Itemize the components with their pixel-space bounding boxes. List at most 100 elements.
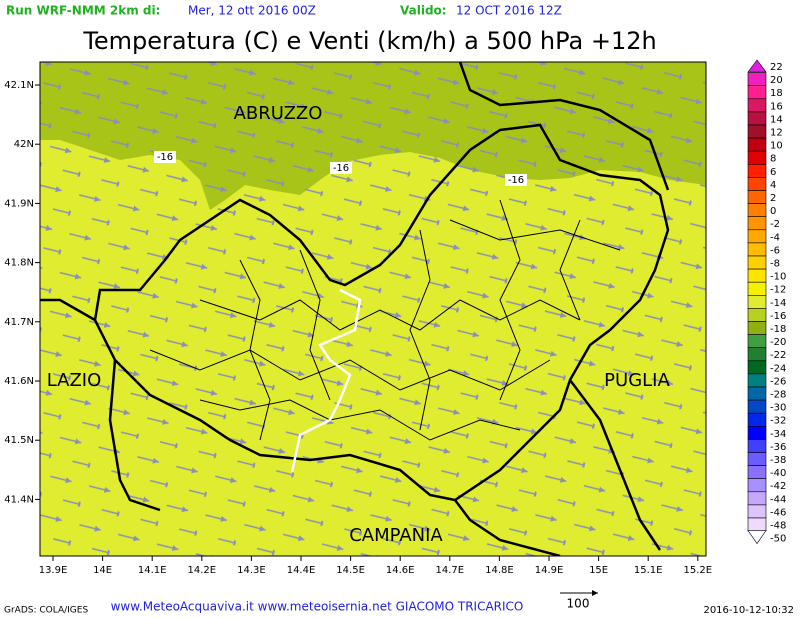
colorbar-box xyxy=(747,203,767,218)
colorbar-box xyxy=(747,321,767,335)
region-label: CAMPANIA xyxy=(349,525,443,546)
colorbar-box xyxy=(747,504,767,519)
colorbar-label: -50 xyxy=(770,534,786,545)
colorbar-label: -18 xyxy=(770,324,786,335)
colorbar-box xyxy=(747,412,767,427)
colorbar-box xyxy=(747,72,767,86)
colorbar-box xyxy=(747,360,767,375)
colorbar-box xyxy=(747,124,767,139)
x-tick-label: 15.1E xyxy=(634,565,663,576)
region-label: ABRUZZO xyxy=(234,103,323,124)
colorbar-label: -34 xyxy=(770,429,786,440)
colorbar-box xyxy=(747,150,767,165)
x-tick-label: 14.7E xyxy=(436,565,465,576)
x-tick-label: 14.5E xyxy=(336,565,365,576)
colorbar-box xyxy=(747,347,767,362)
contour-label: -16 xyxy=(157,152,173,163)
contour-label: -16 xyxy=(333,163,349,174)
valid-date: 12 OCT 2016 12Z xyxy=(456,4,562,18)
colorbar-label: -12 xyxy=(770,285,786,296)
colorbar-box xyxy=(747,190,767,204)
x-tick-label: 14.3E xyxy=(237,565,266,576)
region-label: LAZIO xyxy=(47,370,102,391)
sites: www.MeteoAcquaviva.it www.meteoisernia.n… xyxy=(111,600,524,614)
colorbar-label: -22 xyxy=(770,350,786,361)
colorbar-label: -36 xyxy=(770,442,786,453)
colorbar-box xyxy=(747,85,767,100)
colorbar-box xyxy=(747,478,767,493)
credit: GrADS: COLA/IGES xyxy=(4,606,88,616)
colorbar-label: 8 xyxy=(770,154,776,165)
x-tick-label: 15E xyxy=(589,565,608,576)
colorbar-label: -16 xyxy=(770,311,786,322)
colorbar-box xyxy=(747,334,767,349)
colorbar-box xyxy=(747,216,767,231)
y-tick-label: 41.7N xyxy=(4,317,34,328)
colorbar-label: 20 xyxy=(770,75,783,86)
colorbar-label: -10 xyxy=(770,272,786,283)
x-tick-label: 14.6E xyxy=(386,565,415,576)
colorbar: 2220181614121086420-2-4-6-8-10-12-14-16-… xyxy=(747,59,786,545)
colorbar-box xyxy=(747,229,767,244)
colorbar-label: 16 xyxy=(770,101,783,112)
colorbar-box xyxy=(747,137,767,152)
colorbar-box xyxy=(747,517,767,532)
colorbar-box xyxy=(747,425,767,440)
colorbar-label: -30 xyxy=(770,403,786,414)
boundaries xyxy=(40,62,670,556)
colorbar-label: -48 xyxy=(770,521,786,532)
colorbar-label: 0 xyxy=(770,206,776,217)
colorbar-label: -44 xyxy=(770,494,786,505)
colorbar-label: 14 xyxy=(770,114,783,125)
run-date: Mer, 12 ott 2016 00Z xyxy=(188,4,316,18)
x-tick-label: 14.4E xyxy=(287,565,316,576)
valid-label: Valido: xyxy=(400,4,447,18)
colorbar-label: -6 xyxy=(770,245,780,256)
colorbar-box xyxy=(747,439,767,453)
run-label: Run WRF-NMM 2km di: xyxy=(6,4,160,18)
y-tick-label: 42.1N xyxy=(4,80,34,91)
colorbar-label: 18 xyxy=(770,88,783,99)
colorbar-label: -26 xyxy=(770,376,786,387)
colorbar-box xyxy=(747,308,767,322)
colorbar-box xyxy=(747,255,767,270)
colorbar-label: -46 xyxy=(770,507,786,518)
colorbar-box xyxy=(747,177,767,191)
region-label: PUGLIA xyxy=(604,370,670,391)
timestamp: 2016-10-12-10:32 xyxy=(703,605,794,616)
colorbar-label: -24 xyxy=(770,363,786,374)
axes: 13.9E 14E 14.1E 14.2E 14.3E 14.4E 14.5E 14.6E 14… xyxy=(4,80,712,576)
y-tick-label: 42N xyxy=(14,139,34,150)
x-tick-label: 13.9E xyxy=(39,565,68,576)
colorbar-label: -14 xyxy=(770,298,786,309)
colorbar-box xyxy=(747,294,767,309)
y-tick-label: 41.9N xyxy=(4,198,34,209)
colorbar-box xyxy=(747,268,767,283)
colorbar-label: 6 xyxy=(770,167,776,178)
x-tick-label: 14.2E xyxy=(188,565,217,576)
colorbar-box xyxy=(747,164,767,178)
colorbar-box xyxy=(747,491,767,506)
contour-label: -16 xyxy=(508,175,524,186)
colorbar-label: 2 xyxy=(770,193,776,204)
colorbar-label: -40 xyxy=(770,468,786,479)
colorbar-box xyxy=(747,399,767,414)
x-tick-label: 14.8E xyxy=(485,565,514,576)
colorbar-label: -32 xyxy=(770,416,786,427)
plot-frame xyxy=(39,61,707,557)
colorbar-box xyxy=(747,465,767,480)
y-tick-label: 41.6N xyxy=(4,376,34,387)
colorbar-label: -4 xyxy=(770,232,780,243)
x-tick-label: 14.9E xyxy=(535,565,564,576)
colorbar-cap xyxy=(747,530,767,545)
colorbar-box xyxy=(747,98,767,113)
colorbar-box xyxy=(747,242,767,257)
colorbar-label: -42 xyxy=(770,481,786,492)
x-tick-label: 15.2E xyxy=(684,565,713,576)
colorbar-box xyxy=(747,386,767,401)
colorbar-label: 4 xyxy=(770,180,776,191)
contour-label-bg xyxy=(154,151,176,163)
colorbar-label: 22 xyxy=(770,62,783,73)
title: Temperatura (C) e Venti (km/h) a 500 hPa… xyxy=(82,27,656,55)
